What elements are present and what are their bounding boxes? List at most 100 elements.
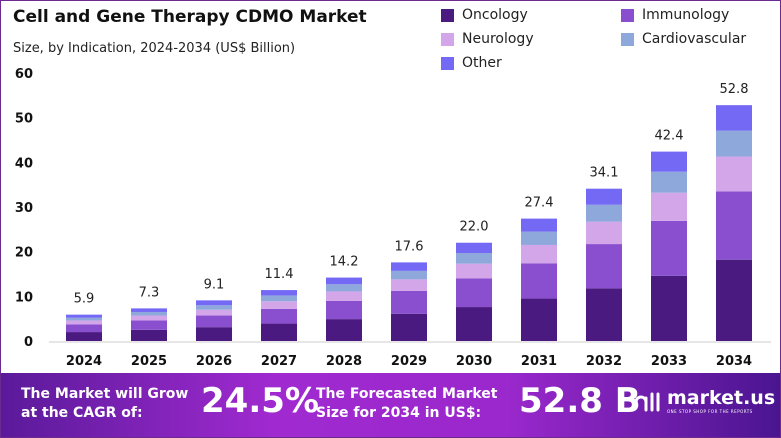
bar-segment-other [456,242,492,254]
x-tick-label: 2026 [196,354,232,369]
bar-segment-immunology [391,290,427,314]
chart-plot: 01020304050605.920247.320259.1202611.420… [15,67,771,369]
bar-segment-other [586,188,622,205]
bar-total-label: 17.6 [395,239,424,254]
bar-segment-immunology [716,191,752,260]
y-tick-label: 0 [24,335,33,350]
bar-segment-other [651,151,687,172]
bar-segment-oncology [391,313,427,341]
bar-segment-oncology [456,307,492,341]
bar-segment-neurology [586,221,622,245]
legend-label: Neurology [462,31,534,47]
x-tick-label: 2029 [391,354,427,369]
legend-label: Cardiovascular [642,31,747,47]
y-tick-label: 40 [15,156,33,171]
bar-segment-neurology [456,263,492,279]
bar-segment-cardiovascular [131,311,167,316]
bar-segment-oncology [326,319,362,341]
legend-item-cardiovascular: Cardiovascular [621,31,746,47]
bar-segment-other [521,218,557,232]
x-tick-label: 2027 [261,354,297,369]
bar-segment-immunology [261,308,297,324]
bar-segment-immunology [66,324,102,333]
bar-segment-cardiovascular [326,284,362,292]
bar-segment-oncology [66,332,102,341]
x-tick-label: 2028 [326,354,362,369]
legend-swatch [621,32,634,46]
bar-segment-immunology [651,220,687,276]
x-tick-label: 2031 [521,354,557,369]
brand-name: market.us [667,387,776,409]
chart-subtitle: Size, by Indication, 2024-2034 (US$ Bill… [13,41,296,56]
y-tick-label: 60 [15,67,33,82]
bar-segment-cardiovascular [196,305,232,310]
cagr-value: 24.5% [201,381,319,421]
x-tick-label: 2034 [716,354,752,369]
bar-segment-neurology [131,315,167,321]
bar-total-label: 5.9 [74,292,95,307]
bar-segment-other [261,290,297,296]
legend-item-immunology: Immunology [621,7,729,23]
brand-tagline: ONE STOP SHOP FOR THE REPORTS [667,409,753,414]
bar-segment-neurology [716,156,752,192]
bar-segment-neurology [196,309,232,316]
bar-segment-cardiovascular [716,130,752,157]
bar-segment-other [391,262,427,271]
legend-label: Immunology [642,7,730,23]
legend-label: Oncology [462,7,528,23]
bar-segment-cardiovascular [456,253,492,264]
x-tick-label: 2033 [651,354,687,369]
bar-segment-neurology [651,192,687,221]
brand-logo: market.us ONE STOP SHOP FOR THE REPORTS [633,387,775,414]
bar-total-label: 9.1 [204,277,225,292]
bar-total-label: 34.1 [590,166,619,181]
bar-segment-immunology [586,244,622,289]
bar-segment-oncology [651,275,687,341]
x-tick-label: 2024 [66,354,102,369]
legend-swatch [441,8,454,22]
bar-segment-immunology [131,320,167,330]
bar-segment-oncology [196,327,232,341]
bar-segment-neurology [66,320,102,325]
bar-total-label: 27.4 [525,196,554,211]
legend-item-other: Other [441,55,502,71]
bar-total-label: 42.4 [655,129,684,144]
bar-segment-other [196,300,232,306]
bar-segment-neurology [326,291,362,301]
bar-segment-cardiovascular [261,295,297,302]
bar-segment-oncology [131,329,167,341]
footer-banner: The Market will Grow at the CAGR of: 24.… [1,373,780,437]
y-tick-label: 50 [15,112,33,127]
bar-total-label: 14.2 [330,255,359,270]
bar-total-label: 22.0 [460,220,489,235]
legend-swatch [441,32,454,46]
bar-segment-other [66,314,102,318]
bar-segment-cardiovascular [66,317,102,321]
bar-segment-oncology [261,323,297,341]
legend-swatch [441,56,454,70]
bar-segment-other [716,105,752,131]
legend-item-oncology: Oncology [441,7,528,23]
bar-segment-immunology [326,300,362,320]
cagr-text: The Market will Grow at the CAGR of: [21,386,189,421]
x-tick-label: 2032 [586,354,622,369]
bar-segment-oncology [586,288,622,341]
logo-icon [634,392,660,411]
bar-segment-oncology [716,259,752,341]
bar-total-label: 11.4 [265,267,294,282]
bar-total-label: 52.8 [720,82,749,97]
forecast-text: The Forecasted Market Size for 2034 in U… [316,386,498,421]
bar-segment-oncology [521,298,557,341]
x-tick-label: 2030 [456,354,492,369]
legend-label: Other [462,55,502,71]
bar-segment-other [326,277,362,285]
bar-segment-neurology [261,301,297,309]
bar-segment-cardiovascular [651,171,687,193]
bar-segment-immunology [456,278,492,308]
chart-title: Cell and Gene Therapy CDMO Market [13,7,367,27]
y-tick-label: 10 [15,290,33,305]
legend-item-neurology: Neurology [441,31,534,47]
bar-segment-immunology [521,263,557,299]
y-tick-label: 20 [15,246,33,261]
